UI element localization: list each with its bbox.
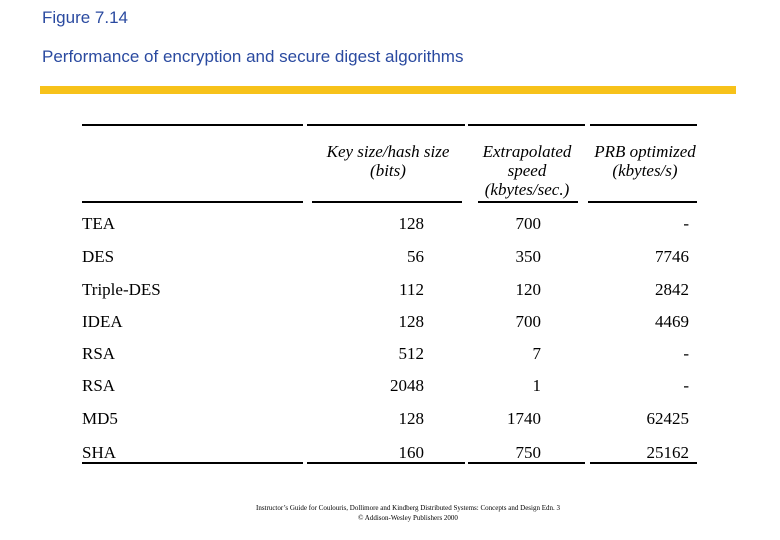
row-label: DES [82,247,115,266]
table-cell: 128 [398,312,425,331]
table-cell: 700 [515,312,542,331]
column-header: (bits) [370,161,406,180]
table-cell: 1 [532,376,542,395]
rule [307,124,465,126]
column-header: Extrapolated [482,142,572,161]
table-cell: - [683,214,689,233]
rule [468,462,585,464]
table-cell: 160 [398,443,425,462]
row-label: SHA [82,443,117,462]
row-label: RSA [82,344,116,363]
table-cell: 1740 [507,409,541,428]
table-cell: 128 [398,409,425,428]
row-label: MD5 [82,409,118,428]
rule [82,462,303,464]
table-cell: 7746 [655,247,689,266]
rule [307,462,465,464]
accent-bar [40,86,736,94]
table-cell: 128 [398,214,425,233]
column-header: Key size/hash size [326,142,450,161]
table-cell: 56 [407,247,424,266]
table-cell: - [683,376,689,395]
rule [590,462,697,464]
table-cell: 350 [515,247,542,266]
table-cell: - [683,344,689,363]
table-cell: 7 [532,344,542,363]
rule [478,201,578,203]
table-cell: 62425 [646,409,690,428]
rule [82,124,303,126]
rule [312,201,462,203]
table-cell: 2048 [390,376,424,395]
column-header: speed [507,161,547,180]
table-cell: 112 [399,280,424,299]
table-cell: 700 [515,214,542,233]
column-header: (kbytes/sec.) [484,180,570,199]
table-cell: 25162 [646,443,690,462]
table-cell: 2842 [655,280,689,299]
table-cell: 4469 [655,312,689,331]
column-header: PRB optimized [594,142,696,161]
rule [590,124,697,126]
row-label: TEA [82,214,116,233]
figure-label: Figure 7.14 [42,8,128,27]
footer: © Addison-Wesley Publishers 2000 [358,514,458,522]
rule [82,201,303,203]
rule [588,201,697,203]
row-label: RSA [82,376,116,395]
footer: Instructor’s Guide for Coulouris, Dollim… [255,504,560,512]
table-cell: 512 [398,344,425,363]
slide-title: Performance of encryption and secure dig… [42,47,464,66]
rule [468,124,585,126]
row-label: IDEA [82,312,123,331]
table-cell: 120 [515,280,542,299]
table-cell: 750 [515,443,542,462]
row-label: Triple-DES [82,280,161,299]
column-header: (kbytes/s) [612,161,678,180]
